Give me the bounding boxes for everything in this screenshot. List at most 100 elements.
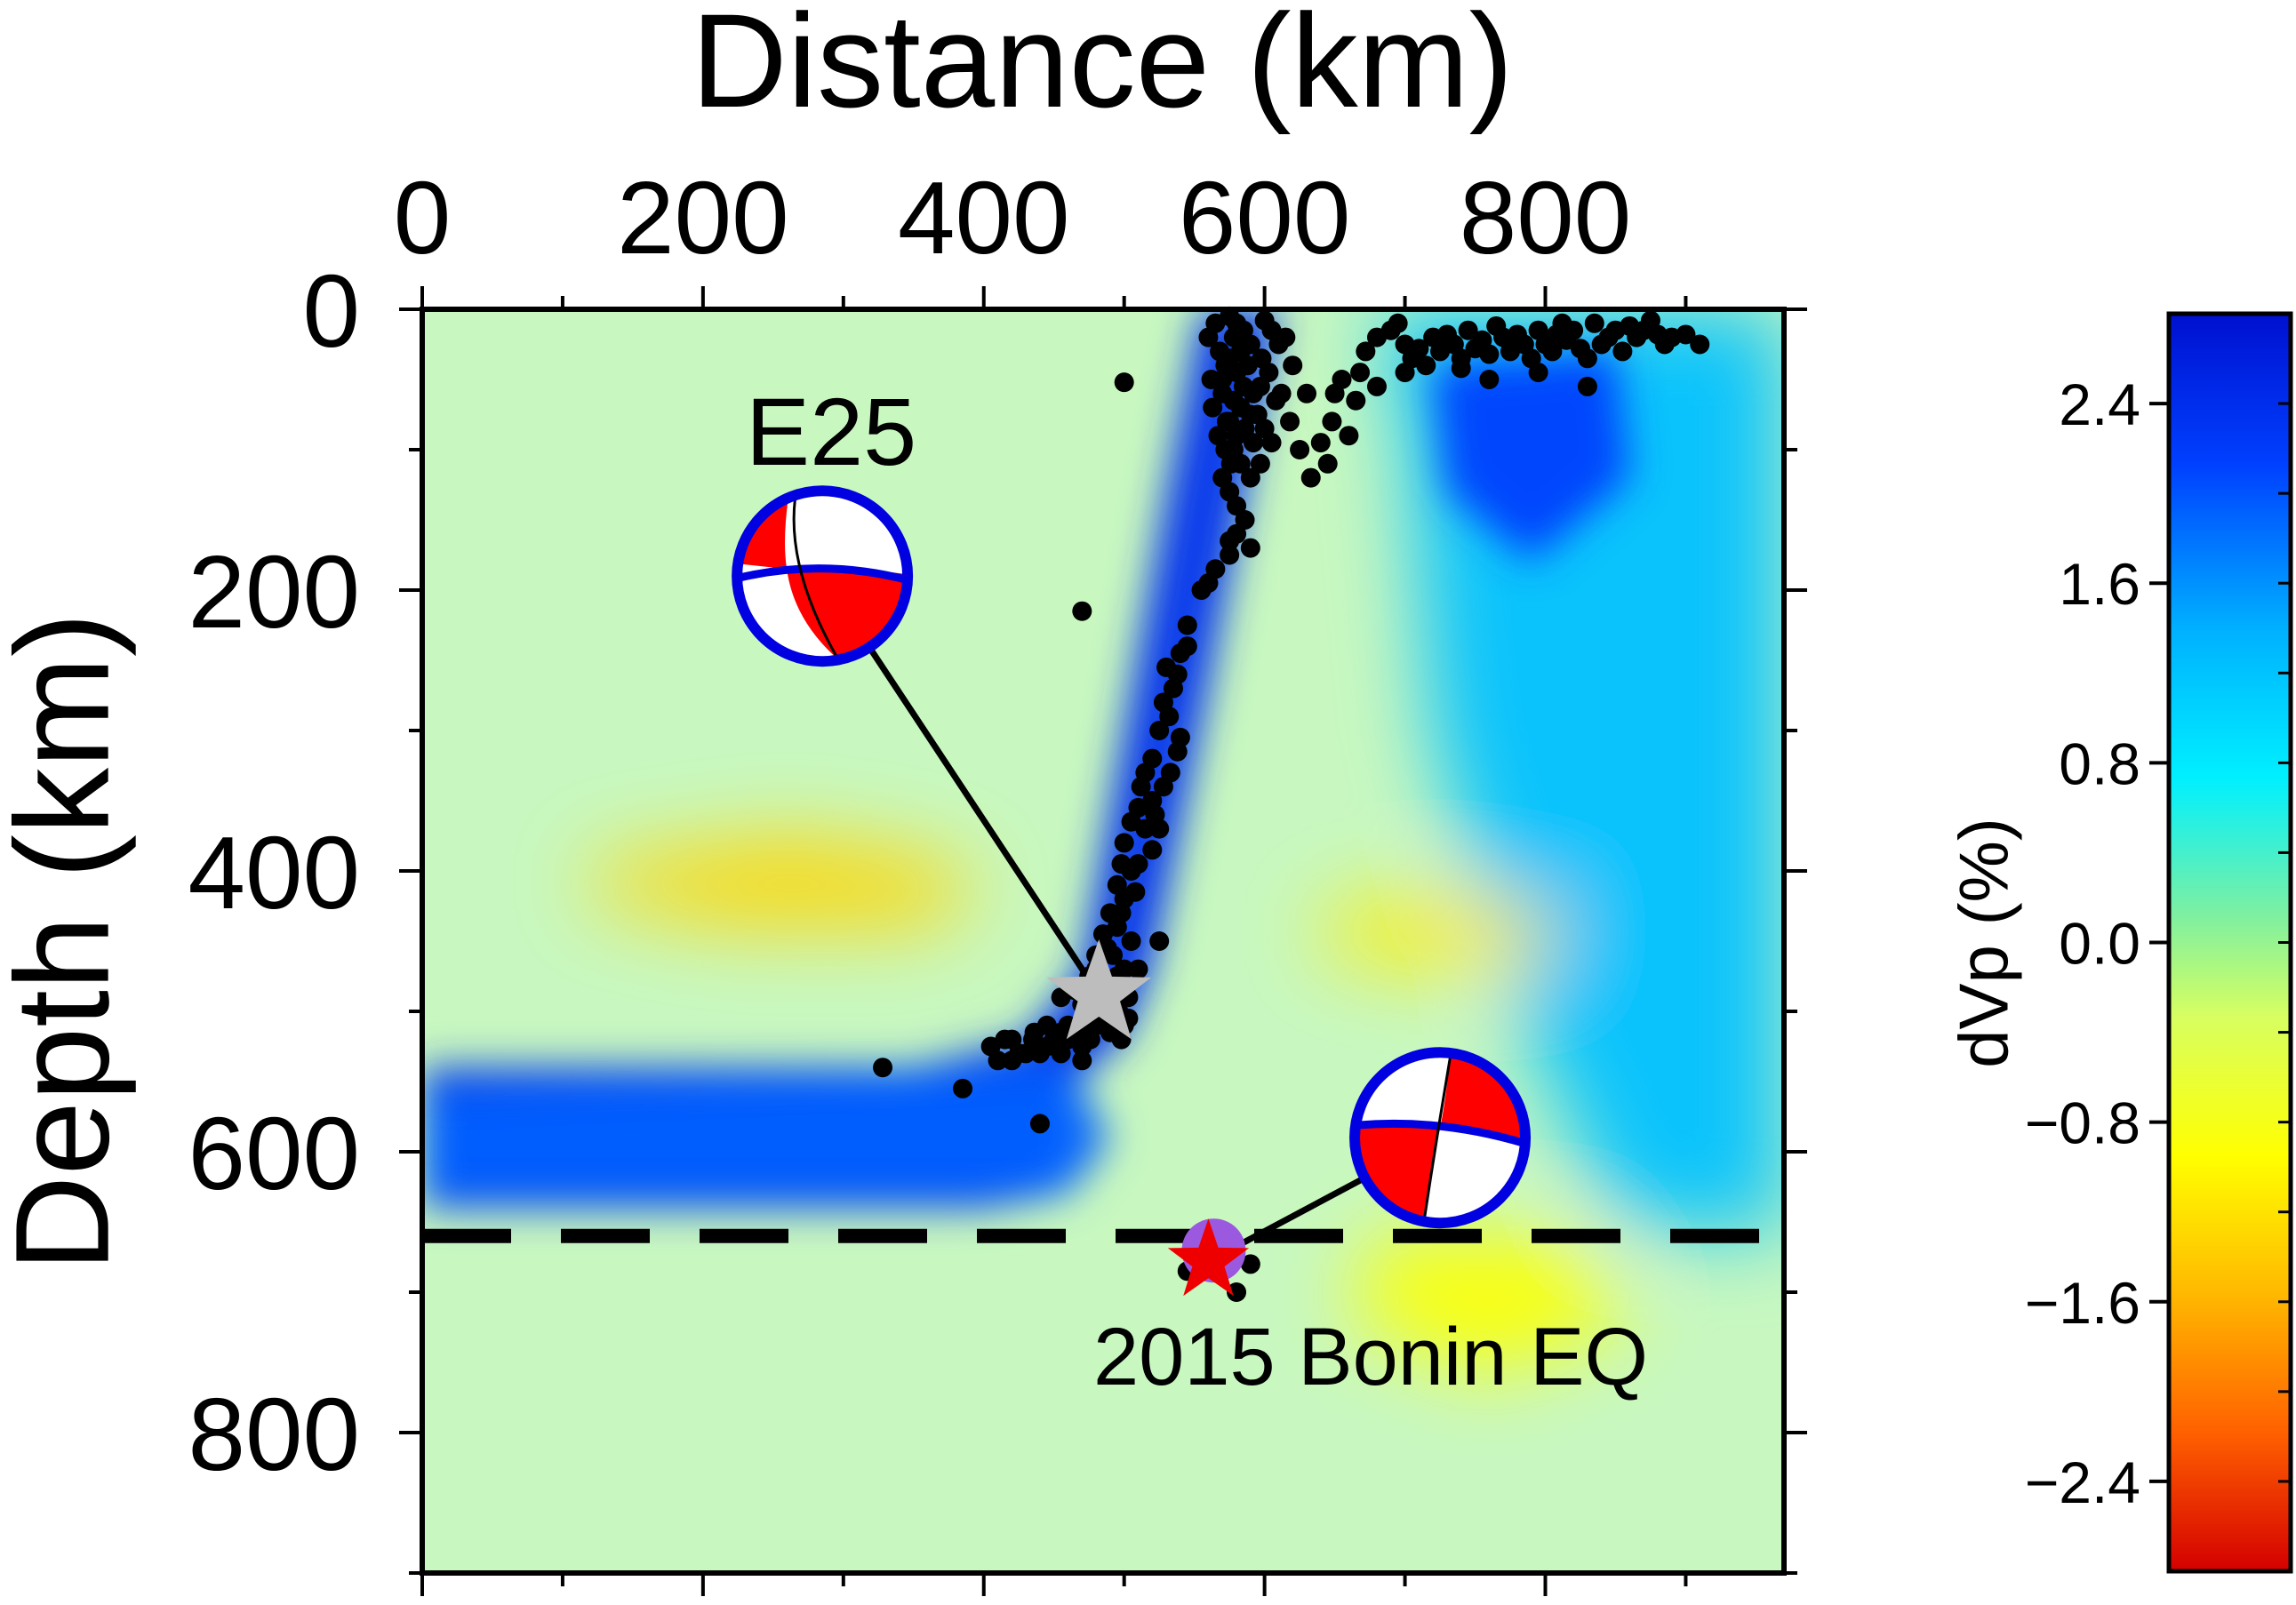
earthquake-dot [1149, 931, 1170, 951]
beachball-compression [737, 496, 789, 570]
beachball-outline [1349, 1047, 1532, 1229]
earthquake-dot [1690, 334, 1710, 355]
beachball-nodal-plane [1422, 1053, 1452, 1222]
earthquake-dot [1114, 833, 1134, 853]
earthquake-dot [1220, 545, 1240, 565]
earthquake-dot [1395, 363, 1415, 383]
colorbar: 2.4 1.6 0.8 0.0 −0.8 −1.6 −2.4 dVp (%) [1945, 311, 2293, 1574]
plot-frame [420, 307, 1787, 1576]
earthquake-dot [1332, 370, 1352, 389]
earthquake-dot [1121, 931, 1141, 951]
earthquake-dot [1577, 376, 1597, 396]
earthquake-dot [1072, 601, 1092, 621]
earthquake-dot [1216, 411, 1236, 432]
anomaly-upper-right-very-fast [1433, 351, 1630, 563]
earthquake-dot [1240, 467, 1260, 488]
beachball-e25 [732, 485, 914, 667]
earthquake-dot [1240, 1254, 1260, 1274]
earthquake-dot [1227, 1282, 1247, 1302]
event-connector [867, 645, 1102, 996]
colorbar-tick-label: 0.0 [2059, 911, 2140, 977]
anomaly-lower-mantle-slow [1348, 1235, 1630, 1377]
earthquake-dot [1564, 320, 1584, 340]
earthquake-dot [1227, 496, 1247, 516]
x-tick-label: 800 [1460, 160, 1632, 275]
earthquake-dot [1271, 383, 1292, 403]
anomaly-slow-anomaly-right [1320, 891, 1560, 970]
earthquake-dot [1451, 358, 1471, 379]
x-tick-label: 400 [898, 160, 1070, 275]
colorbar-tick-label: −2.4 [2025, 1449, 2140, 1515]
anomaly-stagnant-slab [422, 1067, 1110, 1194]
earthquake-dot [1111, 903, 1132, 923]
earthquake-dot [1240, 538, 1260, 558]
y-tick-label: 600 [188, 1096, 360, 1211]
anomaly-upper-right-fast [1376, 309, 1784, 1236]
earthquake-dot [1131, 777, 1151, 797]
earthquake-dot [1072, 1050, 1092, 1071]
earthquake-dot [1002, 1050, 1022, 1071]
earthquake-dot [1170, 727, 1190, 747]
x-tick-label: 0 [394, 160, 452, 275]
earthquake-dot [1280, 411, 1300, 432]
earthquake-dot [1250, 376, 1270, 396]
earthquake-dot [1317, 453, 1338, 474]
earthquake-dot [1142, 840, 1163, 860]
colorbar-ramp [2166, 311, 2293, 1574]
earthquake-dot [1135, 818, 1156, 839]
earthquake-dot [953, 1078, 973, 1098]
colorbar-tick-label: −0.8 [2025, 1090, 2140, 1156]
earthquake-dot [1125, 882, 1146, 902]
earthquake-dot [1128, 959, 1148, 979]
y-tick-label: 200 [188, 534, 360, 650]
earthquake-dot [1149, 721, 1170, 740]
earthquake-dot [1220, 453, 1241, 474]
earthquake-dot [1103, 945, 1124, 965]
beachball-compression [1440, 1054, 1526, 1142]
event-star [1167, 1218, 1250, 1297]
earthquake-dot [1542, 341, 1563, 362]
earthquake-dot [1235, 510, 1255, 530]
y-axis-label: Depth (km) [0, 612, 137, 1272]
earthquake-dot [1366, 376, 1387, 396]
earthquake-dot [1350, 363, 1371, 383]
earthquake-dot [1409, 339, 1429, 359]
earthquake-dot [1346, 390, 1366, 411]
earthquake-dot [1024, 1022, 1044, 1042]
earthquake-dot [1259, 363, 1279, 383]
earthquake-dot [1276, 327, 1296, 347]
earthquake-dot [1250, 453, 1270, 474]
earthquake-dot [1191, 580, 1212, 600]
earthquake-dot [1114, 372, 1134, 393]
earthquake-dot [1201, 370, 1221, 389]
earthquake-dot [1479, 344, 1500, 364]
event-label: 2015 Bonin EQ [1093, 1312, 1648, 1402]
colorbar-label: dVp (%) [1945, 818, 2023, 1068]
earthquake-dot [1051, 1043, 1071, 1064]
earthquake-dot [1215, 355, 1236, 376]
y-tick-label: 0 [302, 253, 360, 369]
x-tick-label: 600 [1179, 160, 1351, 275]
earthquake-dot [1167, 664, 1188, 684]
earthquake-dot [1177, 615, 1197, 635]
earthquake-dot [1416, 355, 1436, 376]
beachball-nodal-plane [792, 493, 840, 660]
x-axis-label: Distance (km) [691, 0, 1513, 135]
earthquake-dot [1584, 313, 1604, 333]
earthquake-dot [1212, 467, 1233, 488]
anomaly-slow-anomaly-left [590, 835, 984, 928]
beachball-compression [1356, 1125, 1441, 1222]
earthquake-dot [1198, 327, 1219, 347]
earthquake-dot [1029, 1114, 1050, 1134]
plot-area: E25 2015 Bonin EQ 0 200 400 600 800 0 200 400 600… [188, 160, 1807, 1596]
earthquake-dot [1310, 433, 1331, 453]
earthquake-dot [1212, 383, 1233, 403]
earthquake-dot [1339, 426, 1359, 446]
earthquake-dot [873, 1058, 893, 1078]
earthquake-dot [1160, 763, 1180, 783]
earthquake-dot [1159, 707, 1180, 727]
earthquake-dot [1002, 1029, 1022, 1050]
colorbar-tick-label: 0.8 [2059, 731, 2140, 796]
event-star [1046, 939, 1152, 1040]
